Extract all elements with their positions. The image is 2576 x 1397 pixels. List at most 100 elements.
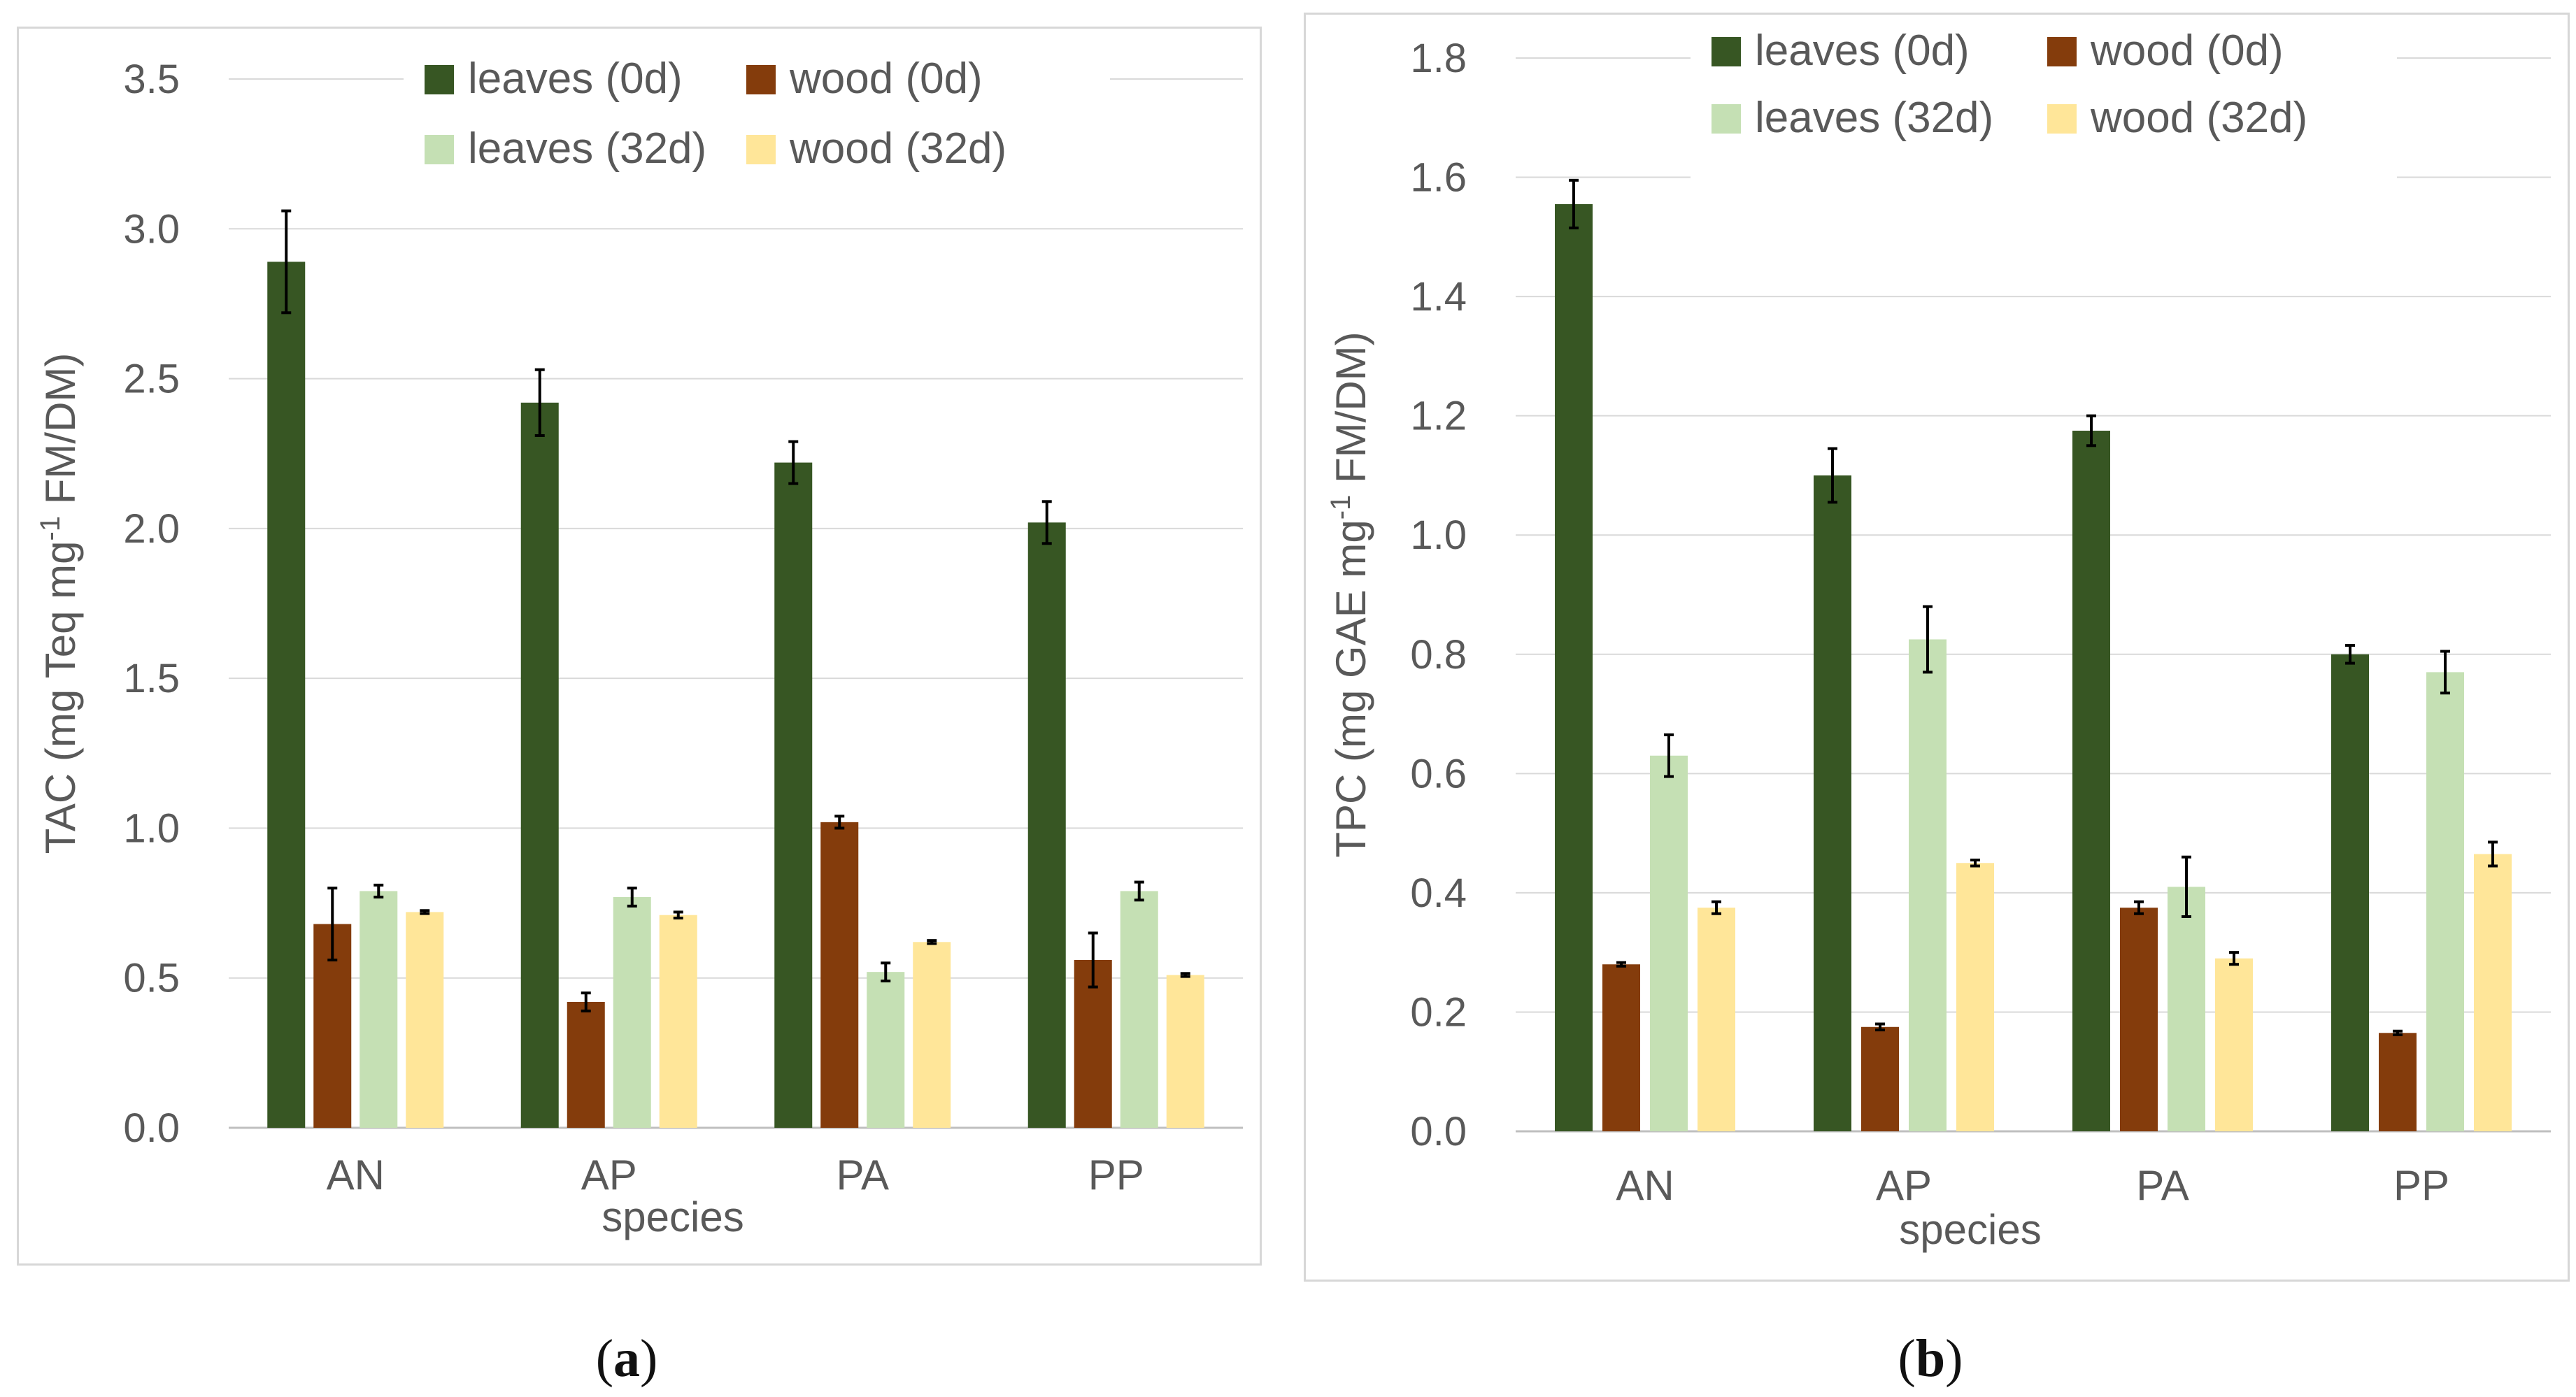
bar-leaves-32d-AP (1909, 639, 1947, 1131)
bar-leaves-32d-PA (2168, 887, 2205, 1131)
error-bar (327, 887, 338, 961)
y-tick-label: 0.6 (1410, 751, 1467, 796)
panel-caption-a: (a) (595, 1329, 658, 1388)
error-bar (2086, 414, 2096, 447)
bar-wood-0d-AN (1602, 964, 1640, 1131)
legend-swatch (746, 135, 776, 164)
bar-wood-32d-PP (1166, 975, 1204, 1128)
error-bar (2134, 900, 2144, 915)
bar-leaves-0d-AN (1555, 203, 1593, 1131)
error-bar (788, 440, 799, 485)
y-axis-label-main: TPC (mg GAE mg (1328, 520, 1374, 857)
x-axis-label: species (1899, 1206, 2041, 1253)
bar-wood-32d-AN (406, 912, 444, 1128)
error-bar (1569, 178, 1579, 230)
legend-label: leaves (0d) (468, 55, 683, 103)
error-bar (1875, 1022, 1885, 1032)
y-axis-label-superscript: -1 (35, 516, 66, 541)
legend-label: wood (32d) (2090, 94, 2307, 142)
bar-leaves-0d-AN (267, 262, 306, 1128)
bar-leaves-0d-PA (2072, 430, 2110, 1131)
bar-wood-0d-AP (567, 1002, 605, 1128)
y-tick-label: 0.5 (123, 956, 180, 1001)
bar-wood-0d-AP (1861, 1026, 1899, 1131)
y-axis-label: TAC (mg Teq mg-1 FM/DM) (35, 353, 84, 854)
error-bar (673, 910, 683, 919)
bar-leaves-32d-PP (1120, 891, 1158, 1128)
y-tick-label: 2.0 (123, 506, 180, 552)
error-bar (1712, 900, 1721, 915)
error-bar (373, 883, 384, 898)
error-bar (420, 909, 430, 915)
legend-label: wood (32d) (789, 124, 1006, 173)
legend-swatch (425, 135, 454, 164)
error-bar (627, 887, 637, 908)
bar-leaves-0d-AP (1814, 475, 1851, 1131)
legend-swatch (2047, 104, 2077, 134)
legend-swatch (425, 65, 454, 94)
y-tick-label: 1.0 (123, 805, 180, 851)
error-bar (1616, 961, 1626, 968)
error-bar (2182, 855, 2191, 918)
error-bar (2393, 1029, 2403, 1036)
bar-leaves-32d-PP (2426, 672, 2464, 1131)
legend-background (1691, 24, 2397, 178)
error-bar (1041, 500, 1052, 545)
panel-caption-b: (b) (1898, 1329, 1963, 1388)
y-tick-label: 1.8 (1410, 36, 1467, 81)
bar-leaves-32d-AP (613, 897, 651, 1128)
legend-swatch (746, 65, 776, 94)
x-tick-label: AN (1616, 1162, 1674, 1209)
error-bar (2229, 951, 2239, 966)
y-tick-label: 3.5 (123, 57, 180, 102)
y-axis-label-main: TAC (mg Teq mg (37, 540, 84, 854)
y-axis-label-unit: FM/DM) (1328, 331, 1374, 494)
bar-leaves-0d-PP (1027, 522, 1066, 1128)
error-bar (1970, 858, 1980, 868)
error-bar (1088, 931, 1098, 989)
tpc-bar-chart: 0.0 0.2 0.4 0.6 0.8 1.0 1.2 1.4 1.6 1.8 TPC (mg GA… (1325, 24, 2551, 1253)
error-bar (1134, 880, 1144, 902)
bar-leaves-0d-PP (2331, 654, 2369, 1131)
bar-wood-32d-AN (1698, 908, 1735, 1131)
x-tick-label: PP (1088, 1152, 1144, 1198)
error-bar (834, 815, 845, 830)
y-tick-label: 0.2 (1410, 989, 1467, 1035)
x-tick-label: AP (581, 1152, 637, 1198)
error-bar (1180, 972, 1190, 978)
y-tick-label: 1.6 (1410, 155, 1467, 201)
y-axis-label-superscript: -1 (1325, 495, 1356, 520)
y-axis-label: TPC (mg GAE mg-1 FM/DM) (1325, 331, 1374, 857)
legend: leaves (0d) wood (0d) leaves (32d) wood (32… (404, 52, 1110, 206)
error-bar (581, 991, 591, 1012)
legend-label: leaves (32d) (1755, 94, 1993, 142)
y-tick-label: 0.0 (123, 1105, 180, 1151)
x-tick-label: AP (1876, 1162, 1932, 1209)
y-tick-label: 0.4 (1410, 871, 1467, 916)
legend-swatch (1712, 104, 1741, 134)
bar-wood-32d-PP (2474, 854, 2512, 1131)
gridlines (229, 78, 1243, 1129)
y-tick-label: 1.0 (1410, 513, 1467, 558)
error-bar (881, 961, 891, 982)
legend-swatch (1712, 37, 1741, 66)
bar-wood-32d-PA (2215, 958, 2253, 1131)
chart-panel-a: 0.0 0.5 1.0 1.5 2.0 2.5 3.0 3.5 TAC (mg Teq mg-1… (17, 27, 1262, 1266)
error-bar (2345, 643, 2355, 665)
tac-bar-chart: 0.0 0.5 1.0 1.5 2.0 2.5 3.0 3.5 TAC (mg Teq mg-1… (35, 52, 1243, 1240)
y-tick-label: 1.4 (1410, 274, 1467, 320)
bar-leaves-0d-PA (774, 462, 813, 1128)
bar-wood-0d-PA (2120, 908, 2158, 1131)
y-tick-label: 2.5 (123, 357, 180, 402)
x-axis-label: species (602, 1194, 743, 1240)
x-tick-label: AN (327, 1152, 385, 1198)
legend-label: leaves (0d) (1755, 27, 1970, 75)
error-bar (2488, 840, 2498, 868)
legend-label: wood (0d) (2090, 27, 2284, 75)
y-tick-label: 1.5 (123, 656, 180, 701)
legend-swatch (2047, 37, 2077, 66)
bar-wood-0d-PP (2379, 1033, 2417, 1131)
bar-wood-0d-PA (820, 822, 859, 1128)
error-bar (927, 939, 937, 945)
